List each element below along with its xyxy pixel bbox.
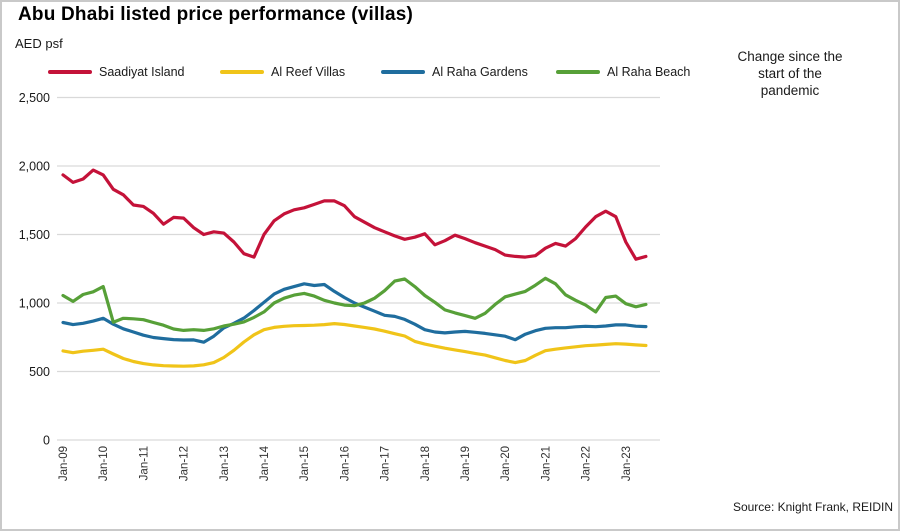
x-axis-tick-label: Jan-09	[58, 446, 70, 481]
x-axis-tick-label: Jan-11	[138, 446, 150, 480]
x-axis-tick-label: Jan-17	[380, 446, 392, 481]
legend-line-swatch-al-raha-beach	[556, 70, 600, 74]
y-axis-tick-label: 500	[29, 365, 50, 379]
x-axis-tick-label: Jan-15	[299, 446, 311, 481]
x-axis-tick-label: Jan-23	[621, 446, 633, 481]
x-axis-tick-label: Jan-20	[500, 446, 512, 481]
x-axis-tick-label: Jan-12	[179, 446, 191, 481]
y-axis-tick-label: 2,500	[19, 91, 50, 105]
chart-legend: Saadiyat Island Al Reef Villas Al Raha G…	[0, 63, 720, 81]
legend-line-swatch-saadiyat-island	[48, 70, 92, 74]
legend-label: Al Raha Gardens	[432, 65, 528, 79]
series-line-saadiyat-island	[61, 168, 648, 261]
x-axis-tick-label: Jan-16	[339, 446, 351, 481]
legend-label: Al Raha Beach	[607, 65, 691, 79]
y-axis-tick-label: 1,000	[19, 297, 50, 311]
series-line-al-raha-beach	[61, 276, 648, 332]
series-line-al-raha-gardens	[61, 282, 648, 344]
x-axis-tick-label: Jan-19	[460, 446, 472, 481]
source-credit: Source: Knight Frank, REIDIN	[732, 500, 893, 514]
legend-label: Al Reef Villas	[271, 65, 346, 79]
x-axis-tick-label: Jan-22	[581, 446, 593, 481]
x-axis-tick-label: Jan-14	[259, 445, 271, 481]
legend-item-al-raha-gardens: Al Raha Gardens	[381, 63, 528, 81]
pandemic-note: Change since the start of the pandemic	[737, 49, 843, 98]
legend-item-al-raha-beach: Al Raha Beach	[556, 63, 690, 81]
y-axis-tick-label: 2,000	[19, 160, 50, 174]
x-axis-tick-label: Jan-13	[219, 446, 231, 481]
legend-label: Saadiyat Island	[99, 65, 185, 79]
legend-item-al-reef-villas: Al Reef Villas	[220, 63, 345, 81]
y-axis-tick-label: 0	[43, 434, 50, 448]
y-axis-units-label: AED psf	[15, 36, 63, 51]
y-axis-tick-label: 1,500	[19, 228, 50, 242]
x-axis-tick-label: Jan-10	[98, 446, 110, 481]
page-title: Abu Dhabi listed price performance (vill…	[18, 4, 414, 25]
x-axis-tick-label: Jan-21	[540, 446, 552, 481]
legend-item-saadiyat-island: Saadiyat Island	[48, 63, 184, 81]
legend-line-swatch-al-raha-gardens	[381, 70, 425, 74]
legend-line-swatch-al-reef-villas	[220, 70, 264, 74]
x-axis-tick-label: Jan-18	[420, 446, 432, 481]
series-line-al-reef-villas	[61, 322, 648, 368]
